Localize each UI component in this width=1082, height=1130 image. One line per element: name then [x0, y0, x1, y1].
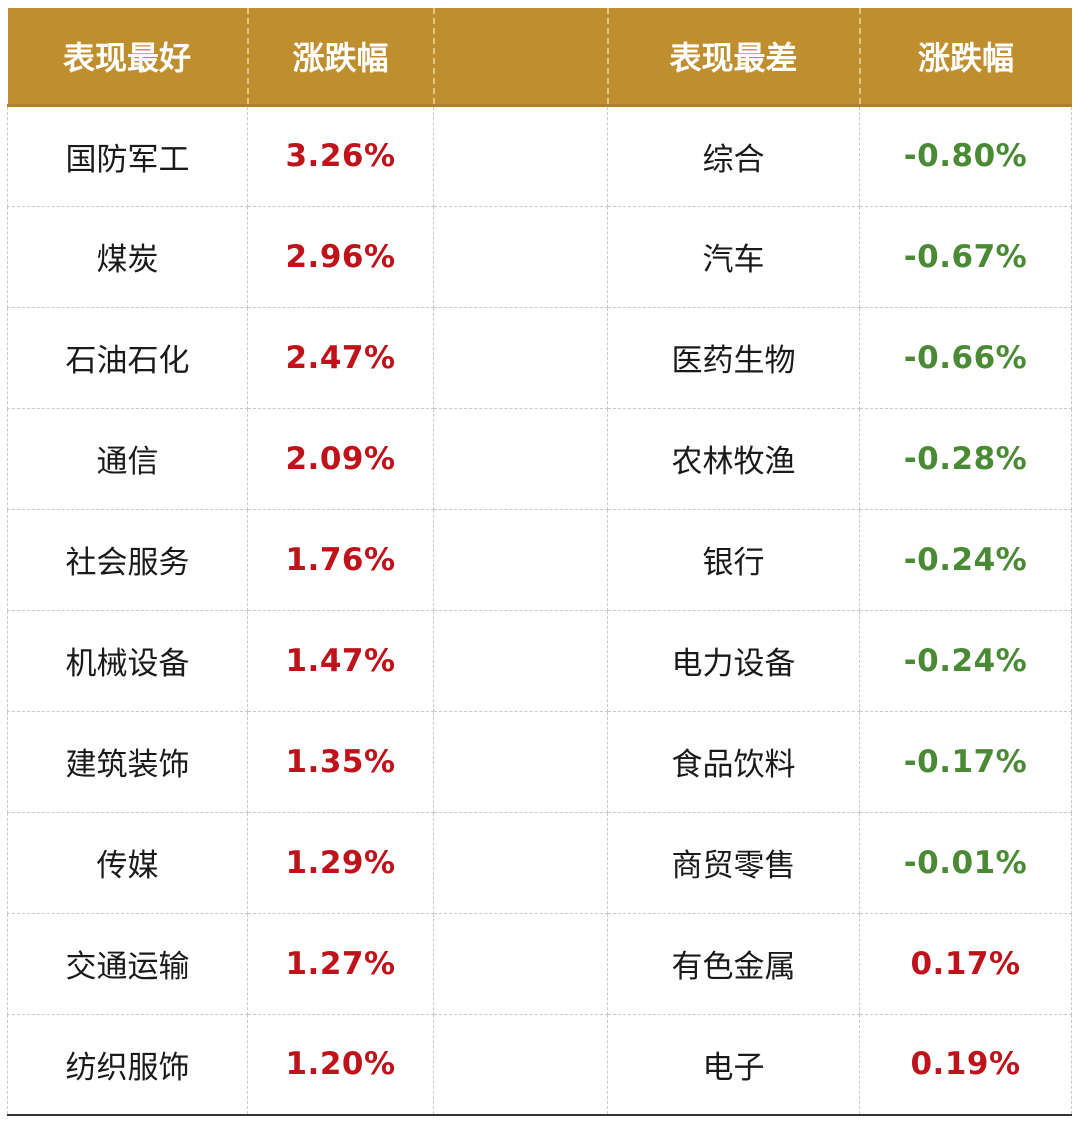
- spacer-cell: [433, 509, 608, 611]
- header-spacer: [433, 8, 609, 107]
- spacer-cell: [433, 1014, 608, 1116]
- best-sector-change: 2.09%: [247, 408, 434, 510]
- table-row: 煤炭 2.96% 汽车 -0.67%: [7, 206, 1072, 308]
- best-sector-name: 纺织服饰: [7, 1014, 248, 1116]
- worst-sector-name: 农林牧渔: [607, 408, 860, 510]
- table-header: 表现最好 涨跌幅 表现最差 涨跌幅: [7, 8, 1072, 107]
- worst-sector-name: 综合: [607, 105, 860, 207]
- best-sector-change: 1.27%: [247, 913, 434, 1015]
- best-sector-change: 1.76%: [247, 509, 434, 611]
- worst-sector-change: -0.17%: [859, 711, 1072, 813]
- worst-sector-change: -0.67%: [859, 206, 1072, 308]
- worst-sector-name: 电力设备: [607, 610, 860, 712]
- worst-sector-change: -0.01%: [859, 812, 1072, 914]
- header-row: 表现最好 涨跌幅 表现最差 涨跌幅: [7, 8, 1072, 107]
- best-sector-name: 交通运输: [7, 913, 248, 1015]
- spacer-cell: [433, 408, 608, 510]
- best-sector-change: 1.47%: [247, 610, 434, 712]
- best-sector-change: 1.35%: [247, 711, 434, 813]
- best-sector-name: 社会服务: [7, 509, 248, 611]
- best-sector-name: 通信: [7, 408, 248, 510]
- worst-sector-change: -0.66%: [859, 307, 1072, 409]
- best-sector-change: 1.20%: [247, 1014, 434, 1116]
- best-sector-name: 传媒: [7, 812, 248, 914]
- header-worst-change: 涨跌幅: [859, 8, 1072, 107]
- spacer-cell: [433, 913, 608, 1015]
- table-row: 建筑装饰 1.35% 食品饮料 -0.17%: [7, 711, 1072, 813]
- header-best-change: 涨跌幅: [247, 8, 435, 107]
- worst-sector-name: 汽车: [607, 206, 860, 308]
- spacer-cell: [433, 307, 608, 409]
- table-row: 机械设备 1.47% 电力设备 -0.24%: [7, 610, 1072, 712]
- spacer-cell: [433, 711, 608, 813]
- sector-performance-table: 表现最好 涨跌幅 表现最差 涨跌幅 国防军工 3.26% 综合 -0.80% 煤炭 2.9…: [7, 8, 1072, 1116]
- table-row: 通信 2.09% 农林牧渔 -0.28%: [7, 408, 1072, 510]
- spacer-cell: [433, 206, 608, 308]
- best-sector-change: 3.26%: [247, 105, 434, 207]
- best-sector-name: 国防军工: [7, 105, 248, 207]
- best-sector-name: 煤炭: [7, 206, 248, 308]
- table-row: 传媒 1.29% 商贸零售 -0.01%: [7, 812, 1072, 914]
- worst-sector-change: -0.24%: [859, 509, 1072, 611]
- best-sector-name: 机械设备: [7, 610, 248, 712]
- header-worst-performers: 表现最差: [607, 8, 861, 107]
- worst-sector-name: 医药生物: [607, 307, 860, 409]
- table-row: 交通运输 1.27% 有色金属 0.17%: [7, 913, 1072, 1015]
- worst-sector-name: 有色金属: [607, 913, 860, 1015]
- worst-sector-change: -0.28%: [859, 408, 1072, 510]
- worst-sector-name: 银行: [607, 509, 860, 611]
- worst-sector-change: 0.19%: [859, 1014, 1072, 1116]
- sector-performance-table-container: 表现最好 涨跌幅 表现最差 涨跌幅 国防军工 3.26% 综合 -0.80% 煤炭 2.9…: [7, 8, 1072, 1116]
- best-sector-change: 1.29%: [247, 812, 434, 914]
- worst-sector-name: 商贸零售: [607, 812, 860, 914]
- spacer-cell: [433, 610, 608, 712]
- worst-sector-change: 0.17%: [859, 913, 1072, 1015]
- worst-sector-change: -0.24%: [859, 610, 1072, 712]
- best-sector-change: 2.96%: [247, 206, 434, 308]
- header-best-performers: 表现最好: [7, 8, 249, 107]
- table-row: 石油石化 2.47% 医药生物 -0.66%: [7, 307, 1072, 409]
- table-body: 国防军工 3.26% 综合 -0.80% 煤炭 2.96% 汽车 -0.67% 石油石化 2.47…: [7, 105, 1072, 1116]
- best-sector-name: 石油石化: [7, 307, 248, 409]
- best-sector-change: 2.47%: [247, 307, 434, 409]
- worst-sector-name: 食品饮料: [607, 711, 860, 813]
- table-row: 国防军工 3.26% 综合 -0.80%: [7, 105, 1072, 207]
- spacer-cell: [433, 812, 608, 914]
- spacer-cell: [433, 105, 608, 207]
- table-row: 社会服务 1.76% 银行 -0.24%: [7, 509, 1072, 611]
- worst-sector-name: 电子: [607, 1014, 860, 1116]
- best-sector-name: 建筑装饰: [7, 711, 248, 813]
- table-row: 纺织服饰 1.20% 电子 0.19%: [7, 1014, 1072, 1116]
- worst-sector-change: -0.80%: [859, 105, 1072, 207]
